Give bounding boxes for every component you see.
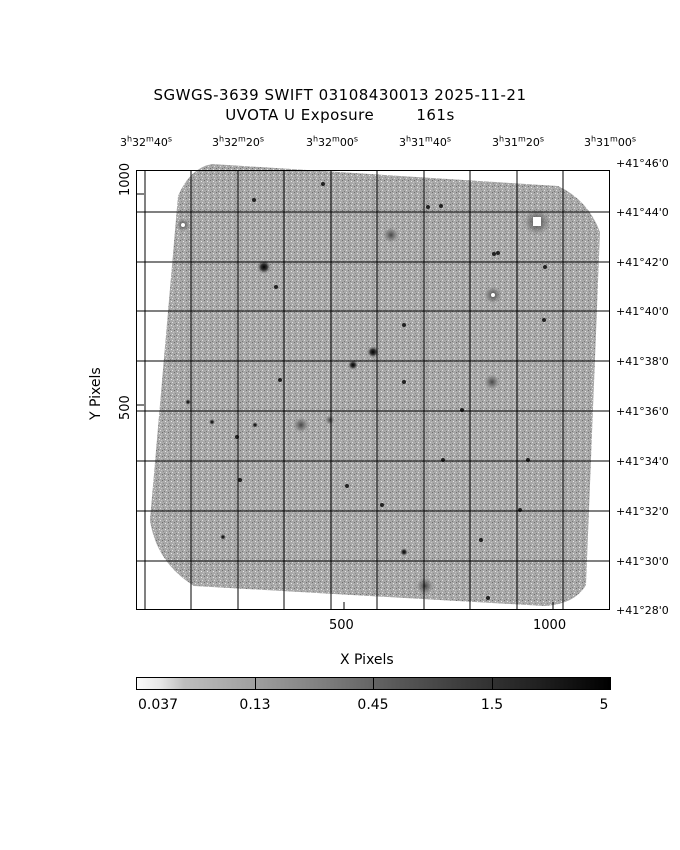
colorbar-label: 5 [599, 697, 609, 713]
ra-label: 3h32m20s [211, 134, 265, 149]
ra-label: 3h31m20s [491, 134, 545, 149]
ra-label: 3h32m00s [305, 134, 359, 149]
x-axis-title: X Pixels [340, 652, 394, 668]
dec-label: +41°42'0 [616, 256, 669, 269]
dec-label: +41°44'0 [616, 206, 669, 219]
y-axis-title: Y Pixels [88, 367, 104, 420]
plot-frame [136, 170, 610, 610]
dec-label: +41°30'0 [616, 555, 669, 568]
plot-title-line1: SGWGS-3639 SWIFT 03108430013 2025-11-21 [153, 86, 527, 104]
coordinate-grid [137, 171, 610, 609]
dec-label: +41°32'0 [616, 505, 669, 518]
colorbar-tick [492, 678, 493, 690]
colorbar-label: 0.45 [357, 697, 389, 713]
colorbar-label: 0.13 [239, 697, 271, 713]
colorbar-tick [255, 678, 256, 690]
pixel-ticks [137, 193, 554, 609]
ra-label: 3h31m40s [398, 134, 452, 149]
dec-label: +41°40'0 [616, 305, 669, 318]
stars [176, 182, 551, 600]
dec-label: +41°34'0 [616, 455, 669, 468]
dec-label: +41°46'0 [616, 157, 669, 170]
colorbar [136, 677, 611, 690]
x-tick-label: 1000 [533, 618, 567, 633]
dec-label: +41°38'0 [616, 355, 669, 368]
dec-label: +41°36'0 [616, 405, 669, 418]
ra-label: 3h32m40s [119, 134, 173, 149]
colorbar-tick [373, 678, 374, 690]
exposure-footprint [150, 164, 600, 606]
x-tick-label: 500 [329, 618, 354, 633]
colorbar-label: 1.5 [480, 697, 504, 713]
colorbar-label: 0.037 [138, 697, 179, 713]
y-tick-label: 500 [118, 395, 133, 420]
ra-label: 3h31m00s [583, 134, 637, 149]
dec-label: +41°28'0 [616, 604, 669, 617]
plot-title-line2: UVOTA U Exposure 161s [225, 106, 455, 124]
y-tick-label: 1000 [118, 162, 133, 196]
